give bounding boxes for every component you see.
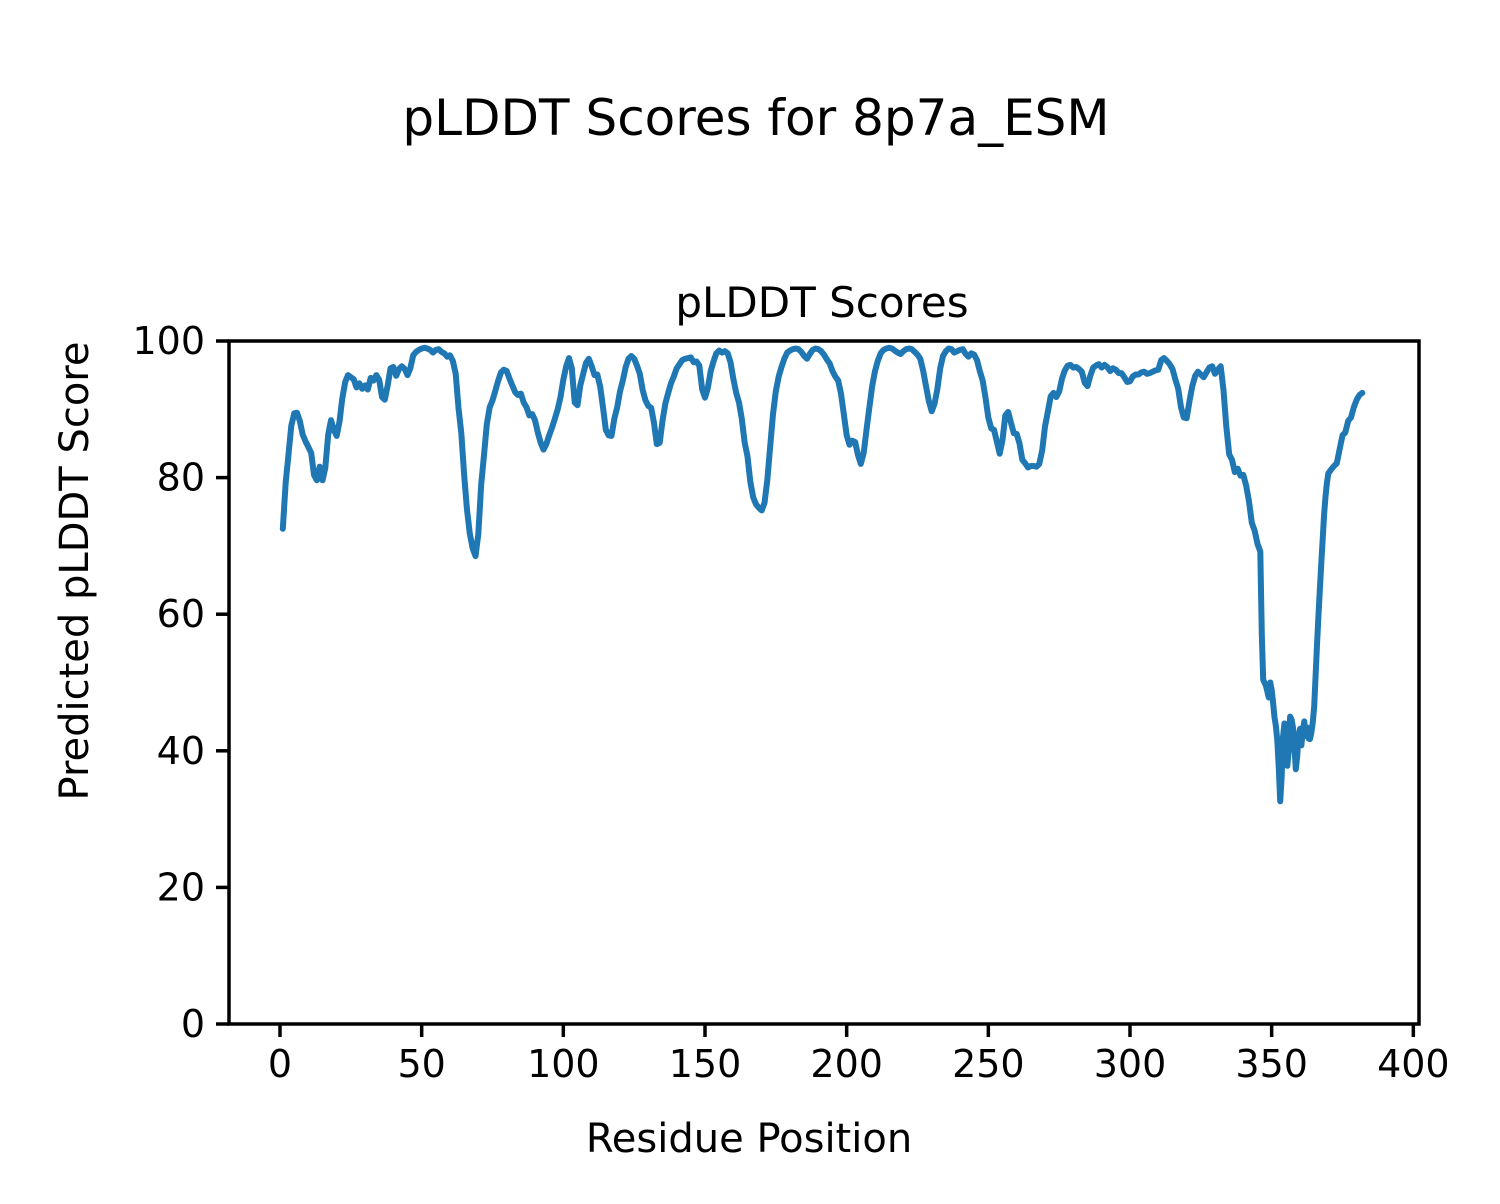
axes-title: pLDDT Scores: [675, 278, 968, 327]
x-tick-label: 400: [1377, 1042, 1450, 1086]
x-tick-label: 250: [952, 1042, 1025, 1086]
y-tick-label: 40: [157, 729, 205, 773]
y-tick-label: 0: [181, 1002, 205, 1046]
x-tick-label: 150: [669, 1042, 742, 1086]
plot-area: [227, 339, 1421, 1026]
y-axis-label: Predicted pLDDT Score: [52, 342, 98, 801]
x-axis-ticks: 0 50 100 150 200 250 300 350 400: [268, 1024, 1450, 1086]
x-tick-label: 50: [397, 1042, 445, 1086]
x-tick-label: 0: [268, 1042, 292, 1086]
y-tick-label: 60: [157, 592, 205, 636]
y-tick-label: 80: [157, 456, 205, 500]
x-axis-label: Residue Position: [586, 1116, 912, 1162]
x-tick-label: 100: [527, 1042, 600, 1086]
x-tick-label: 200: [810, 1042, 883, 1086]
y-tick-label: 20: [157, 865, 205, 909]
y-tick-label: 100: [132, 319, 205, 363]
figure-title: pLDDT Scores for 8p7a_ESM: [402, 89, 1109, 147]
x-tick-label: 300: [1094, 1042, 1167, 1086]
plddt-line-series: [279, 344, 1366, 805]
x-tick-label: 350: [1235, 1042, 1308, 1086]
y-axis-ticks: 0 20 40 60 80 100: [132, 319, 229, 1046]
